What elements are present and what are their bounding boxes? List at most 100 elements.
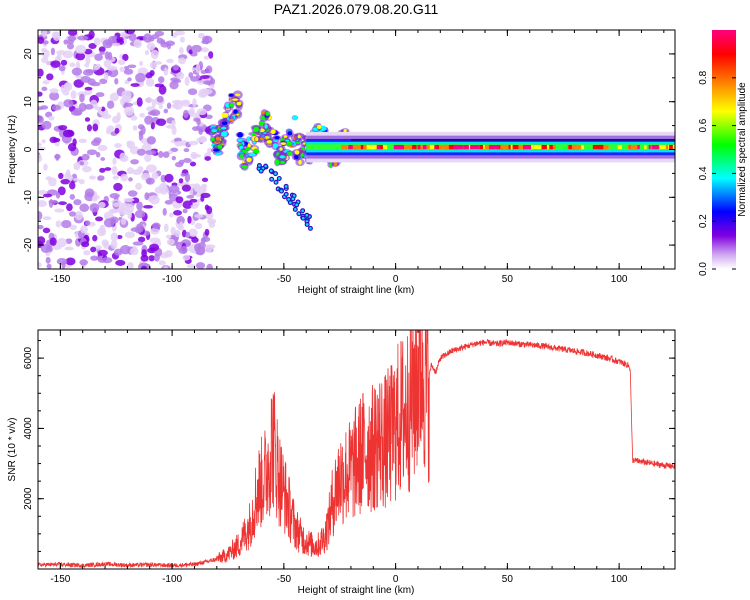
noise-blob <box>52 31 61 42</box>
noise-blob <box>117 59 126 66</box>
noise-blob <box>123 68 134 75</box>
multipath-branch-core <box>289 201 292 204</box>
noise-blob <box>99 167 106 173</box>
noise-blob <box>84 117 91 122</box>
noise-blob <box>205 114 213 120</box>
noise-blob <box>94 245 103 250</box>
noise-blob <box>204 204 210 211</box>
noise-blob <box>195 262 206 269</box>
noise-blob <box>38 200 47 207</box>
noise-blob <box>182 157 192 164</box>
noise-blob <box>60 178 71 185</box>
snr-xtick-label: -150 <box>50 574 70 585</box>
noise-blob <box>130 227 141 232</box>
multipath-branch-core <box>269 169 273 173</box>
noise-blob <box>188 49 193 55</box>
noise-blob <box>187 88 198 96</box>
noise-blob <box>65 169 71 177</box>
multipath-blob <box>280 160 286 165</box>
noise-blob <box>203 80 213 85</box>
noise-blob <box>38 154 43 163</box>
noise-blob <box>91 196 98 202</box>
noise-blob <box>199 135 207 142</box>
noise-blob <box>144 115 153 125</box>
noise-blob <box>77 35 89 41</box>
spec-xtick-label: -100 <box>162 274 182 285</box>
multipath-blob <box>246 136 251 142</box>
carrier-hot <box>550 144 556 150</box>
noise-blob <box>81 241 90 248</box>
noise-blob <box>124 30 136 35</box>
carrier-hot <box>489 144 500 150</box>
snr-ytick-label: 2000 <box>23 487 34 510</box>
multipath-branch-core <box>305 213 309 217</box>
noise-blob <box>180 100 191 107</box>
noise-blob <box>98 201 106 209</box>
noise-blob <box>150 34 160 40</box>
multipath-blob <box>297 134 301 139</box>
colorbar-tick-label: 0.8 <box>698 70 709 84</box>
noise-blob <box>86 149 98 156</box>
noise-blob <box>183 109 189 119</box>
noise-blob <box>111 165 118 176</box>
noise-blob <box>137 166 144 173</box>
noise-blob <box>115 259 126 266</box>
noise-blob <box>171 99 183 105</box>
carrier-hot <box>382 144 388 150</box>
noise-blob <box>195 245 206 256</box>
noise-blob <box>42 216 52 221</box>
noise-blob <box>139 60 144 67</box>
multipath-branch-core <box>280 189 283 193</box>
noise-blob <box>128 32 137 42</box>
noise-blob <box>127 262 134 269</box>
noise-blob <box>174 229 181 238</box>
noise-blob <box>144 192 150 201</box>
noise-blob <box>127 190 138 197</box>
carrier-hot <box>549 144 553 150</box>
multipath-blob <box>270 129 276 135</box>
colorbar-ticks: 0.0 0.2 0.4 0.6 0.8 <box>698 70 736 276</box>
noise-blob <box>146 42 156 51</box>
noise-blob <box>57 186 66 196</box>
noise-blob <box>95 216 104 222</box>
spec-ytick-label: 10 <box>23 96 34 108</box>
noise-blob <box>178 159 185 165</box>
noise-blob <box>170 147 179 152</box>
noise-blob <box>51 104 61 111</box>
noise-blob <box>132 125 138 131</box>
multipath-branch-core <box>274 172 277 175</box>
noise-blob <box>103 59 112 68</box>
noise-blob <box>200 192 211 198</box>
noise-blob <box>109 216 119 224</box>
multipath-blob <box>280 142 286 146</box>
carrier-hot <box>496 144 504 150</box>
noise-blob <box>74 210 84 221</box>
noise-blob <box>146 136 157 145</box>
noise-blob <box>43 193 53 198</box>
noise-blob <box>64 246 74 251</box>
noise-blob <box>88 30 95 39</box>
carrier-hot <box>348 144 355 150</box>
noise-blob <box>179 47 184 54</box>
noise-blob <box>86 124 93 132</box>
noise-blob <box>66 42 75 50</box>
noise-blob <box>127 64 137 69</box>
noise-blob <box>120 173 128 182</box>
noise-blob <box>78 138 88 144</box>
noise-blob <box>97 144 108 152</box>
noise-blob <box>127 77 132 82</box>
carrier-hot <box>599 144 607 150</box>
noise-blob <box>186 264 196 269</box>
noise-blob <box>204 156 212 161</box>
carrier-hot <box>531 144 542 150</box>
noise-blob <box>38 189 48 195</box>
noise-blob <box>119 152 126 162</box>
noise-blob <box>98 46 106 53</box>
noise-blob <box>135 182 143 190</box>
noise-blob <box>182 208 188 214</box>
noise-blob <box>102 39 113 49</box>
noise-blob <box>184 172 191 183</box>
noise-blob <box>67 35 77 42</box>
noise-blob <box>163 67 169 76</box>
noise-blob <box>163 266 169 269</box>
